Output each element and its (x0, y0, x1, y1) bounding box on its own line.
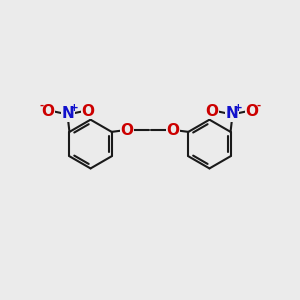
Text: O: O (246, 103, 259, 118)
Text: +: + (70, 103, 79, 113)
Text: N: N (226, 106, 238, 121)
Text: -: - (257, 101, 261, 111)
Text: O: O (41, 103, 54, 118)
Text: N: N (61, 106, 74, 121)
Text: O: O (82, 103, 95, 118)
Text: +: + (234, 103, 243, 113)
Text: O: O (167, 123, 179, 138)
Text: -: - (39, 101, 43, 111)
Text: O: O (121, 123, 134, 138)
Text: O: O (205, 103, 218, 118)
